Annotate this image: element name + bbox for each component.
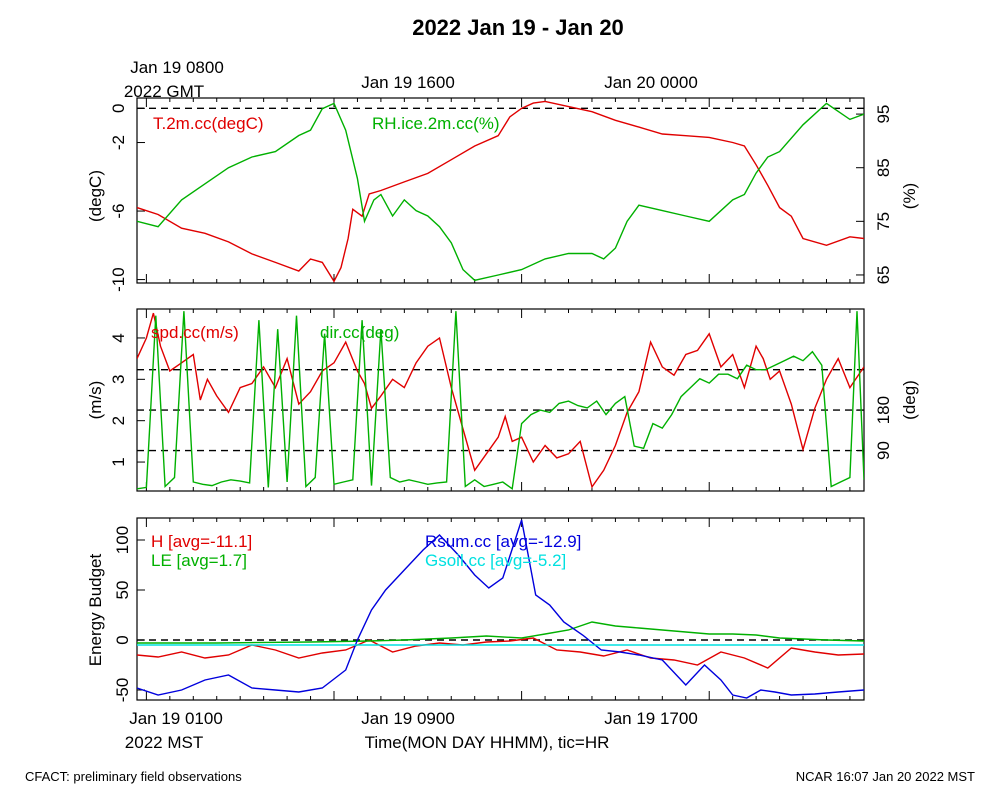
x-axis-title: Time(MON DAY HHMM), tic=HR: [365, 733, 610, 752]
figure-title: 2022 Jan 19 - Jan 20: [412, 15, 624, 40]
y-tick-label: -50: [113, 678, 132, 703]
series-line-rsum-cc: [137, 519, 864, 699]
y-axis-title-temperature: (degC): [86, 170, 105, 222]
legend-wind-direction: dir.cc(deg): [320, 323, 399, 342]
y2-axis-title-wind-direction: (deg): [900, 380, 919, 420]
gmt-axis-label-first: Jan 19 0800: [130, 58, 224, 77]
y-tick-label: 1: [109, 457, 128, 466]
y-tick-label: 0: [109, 104, 128, 113]
legend-latent-heat: LE [avg=1.7]: [151, 551, 247, 570]
y2-tick-label: 90: [874, 441, 893, 460]
series-line-dir-cc-deg-: [137, 311, 864, 491]
legend-wind-speed: spd.cc(m/s): [151, 323, 239, 342]
y-tick-label: 100: [113, 526, 132, 554]
y-axis-title-energy-budget: Energy Budget: [86, 553, 105, 666]
y-tick-label: 3: [109, 375, 128, 384]
y2-axis-title-humidity: (%): [900, 183, 919, 209]
panel-frame: [136, 308, 865, 492]
y-tick-label: -6: [109, 203, 128, 218]
series-line-t-2m-cc-degc-: [137, 100, 864, 283]
legend-temperature: T.2m.cc(degC): [153, 114, 264, 133]
energy-budget-panel: -50 0 50 100: [113, 517, 865, 703]
y-tick-label: -10: [109, 267, 128, 292]
wind-panel: 1 2 3 4 90 180: [109, 308, 893, 492]
footer-right-note: NCAR 16:07 Jan 20 2022 MST: [796, 769, 975, 784]
y2-tick-label: 75: [874, 212, 893, 231]
series-line-le: [137, 621, 864, 644]
y-tick-label: 50: [113, 581, 132, 600]
legend-humidity: RH.ice.2m.cc(%): [372, 114, 500, 133]
y2-tick-label: 85: [874, 158, 893, 177]
y2-tick-label: 65: [874, 265, 893, 284]
series-line-rh-ice-2m-cc-: [137, 102, 864, 282]
y2-tick-label: 180: [874, 396, 893, 424]
mst-axis-label-0900: Jan 19 0900: [361, 709, 455, 728]
legend-sensible-heat: H [avg=-11.1]: [151, 532, 252, 551]
mst-axis-label-first: Jan 19 0100: [129, 709, 223, 728]
legend-radiation-sum: Rsum.cc [avg=-12.9]: [425, 532, 581, 551]
series-line-spd-cc-m-s-: [137, 312, 864, 489]
mst-axis-year-label: 2022 MST: [125, 733, 203, 752]
y-tick-label: 2: [109, 416, 128, 425]
series-line-h: [137, 637, 864, 669]
panel-frame: [136, 97, 865, 284]
y2-tick-label: 95: [874, 105, 893, 124]
legend-soil-heat: Gsoil.cc [avg=-5.2]: [425, 551, 566, 570]
y-tick-label: 4: [109, 333, 128, 342]
mst-axis-label-1700: Jan 19 1700: [604, 709, 698, 728]
gmt-axis-label-0000: Jan 20 0000: [604, 73, 698, 92]
y-axis-title-wind-speed: (m/s): [86, 381, 105, 420]
footer-left-note: CFACT: preliminary field observations: [25, 769, 242, 784]
gmt-axis-year-label: 2022 GMT: [124, 82, 204, 101]
y-tick-label: 0: [113, 635, 132, 644]
temperature-humidity-panel: 0 -2 -6 -10 95 85 75 65: [109, 97, 893, 292]
panel-frame: [136, 517, 865, 701]
y-tick-label: -2: [109, 135, 128, 150]
gmt-axis-label-1600: Jan 19 1600: [361, 73, 455, 92]
